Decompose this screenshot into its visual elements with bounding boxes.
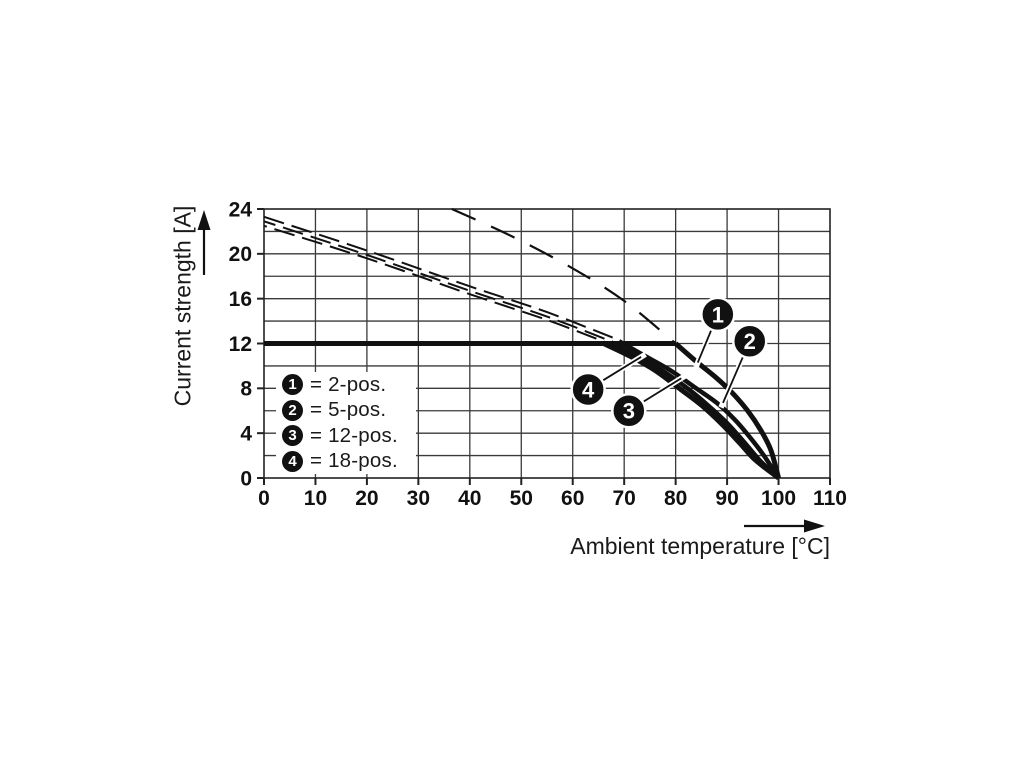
callout-number: 4 [582,377,595,402]
y-axis-arrow-icon [197,210,211,230]
legend-item-label: = 18-pos. [310,449,398,473]
y-tick-label: 16 [229,288,252,311]
y-tick-label: 12 [229,333,252,356]
x-tick-label: 80 [664,487,687,510]
y-tick-label: 0 [240,467,252,490]
leader-line [643,377,682,403]
x-axis-arrow-icon [804,519,825,533]
legend-item-3: 3 = 12-pos. [282,424,416,448]
x-tick-label: 110 [813,487,847,510]
x-tick-label: 60 [561,487,584,510]
legend-number-badge: 1 [282,374,303,396]
x-axis-title: Ambient temperature [°C] [570,533,830,559]
y-tick-label: 8 [240,378,252,401]
x-tick-label: 50 [510,487,533,510]
leader-line [602,356,642,382]
callout-bubble-4 [570,371,606,408]
y-axis-title: Current strength [A] [169,205,196,407]
legend-item-1: 1 = 2-pos. [282,373,416,397]
legend-number-badge: 4 [282,450,303,472]
legend-number-badge: 2 [282,399,303,421]
5-pos-derated [617,339,781,480]
legend-item-label: = 2-pos. [310,372,387,396]
callout-bubble-3 [611,393,647,429]
callout-number: 2 [744,329,756,354]
y-tick-label: 20 [229,243,252,266]
legend-item-label: = 12-pos. [310,423,398,447]
x-tick-label: 10 [304,487,327,510]
callout-bubble-2 [731,323,768,360]
callout-number: 3 [623,399,635,424]
2-pos-rated-dashed [451,207,677,345]
callout-bubble-1 [700,296,736,333]
x-tick-label: 100 [761,487,796,510]
x-tick-label: 90 [715,487,738,510]
leader-line [696,330,712,363]
18-pos-rated-dashed [263,224,610,345]
y-tick-label: 24 [229,198,253,221]
12-pos-rated-dashed [263,220,615,344]
leader-line [722,356,744,404]
x-tick-label: 20 [355,487,378,510]
x-tick-label: 70 [613,487,636,510]
legend-item-2: 2 = 5-pos. [282,398,416,422]
legend-item-4: 4 = 18-pos. [282,449,416,473]
5-pos-rated-dashed [263,215,620,342]
callout-number: 1 [712,302,724,327]
x-tick-label: 0 [258,487,270,510]
chart-legend: 1 = 2-pos. 2 = 5-pos. 3 = 12-pos. 4 = 18-pos. [276,372,416,474]
legend-number-badge: 3 [282,425,303,447]
y-tick-label: 4 [240,423,252,446]
x-tick-label: 30 [407,487,430,510]
x-tick-label: 40 [458,487,481,510]
legend-item-label: = 5-pos. [310,398,387,422]
